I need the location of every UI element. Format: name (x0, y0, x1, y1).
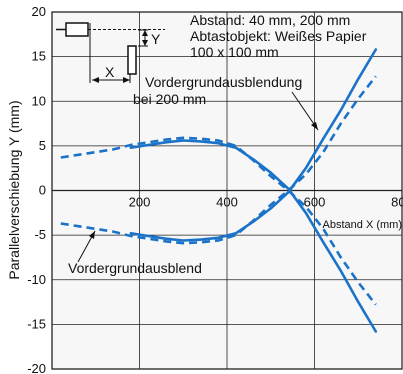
y-tick-label: 0 (39, 183, 46, 198)
x-tick-label: 600 (304, 195, 326, 210)
y-axis-label: Parallelverschiebung Y (mm) (6, 100, 22, 279)
y-tick-label: 15 (32, 49, 46, 64)
dimension-y-arrow-top (142, 30, 148, 36)
series-line-4 (60, 75, 377, 245)
x-axis-label: Abstand X (mm) (323, 219, 402, 231)
x-tick-label: 400 (216, 195, 238, 210)
y-tick-label: -20 (27, 361, 46, 374)
condition-line-3: 100 x 100 mm (190, 44, 279, 60)
schematic-label-y: Y (151, 31, 161, 47)
sensor-schematic: X Y (56, 22, 165, 83)
series-group (60, 48, 378, 333)
condition-line-1: Abstand: 40 mm, 200 mm (190, 12, 350, 28)
target-object (127, 45, 137, 75)
dimension-x-arrow-left (92, 77, 99, 83)
leader-arrow-lower (89, 231, 95, 239)
y-tick-label: 20 (32, 4, 46, 19)
sensor-body (65, 22, 89, 37)
annotation-at-200mm: bei 200 mm (133, 91, 206, 107)
y-tick-label: -15 (27, 316, 46, 331)
y-tick-label: 5 (39, 138, 46, 153)
schematic-label-x: X (105, 64, 115, 80)
y-tick-label: 10 (32, 93, 46, 108)
series-line-3 (60, 136, 377, 306)
leader-arrow-upper (311, 122, 318, 130)
y-tick-label: -10 (27, 272, 46, 287)
dimension-x-arrow-right (123, 77, 130, 83)
x-tick-label: 800 (391, 195, 403, 210)
x-tick-label: 200 (129, 195, 151, 210)
y-tick-label: -5 (34, 227, 46, 242)
tick-labels: -20 -15 -10 -5 0 5 10 15 20 200 400 600 800 (27, 4, 403, 374)
annotation-foreground-suppression: Vordergrundausblendung (145, 74, 302, 90)
dimension-y-arrow-bottom (142, 40, 148, 46)
annotation-foreground-suppression-lower: Vordergrundausblend (68, 260, 202, 276)
condition-line-2: Abtastobjekt: Weißes Papier (190, 28, 367, 44)
